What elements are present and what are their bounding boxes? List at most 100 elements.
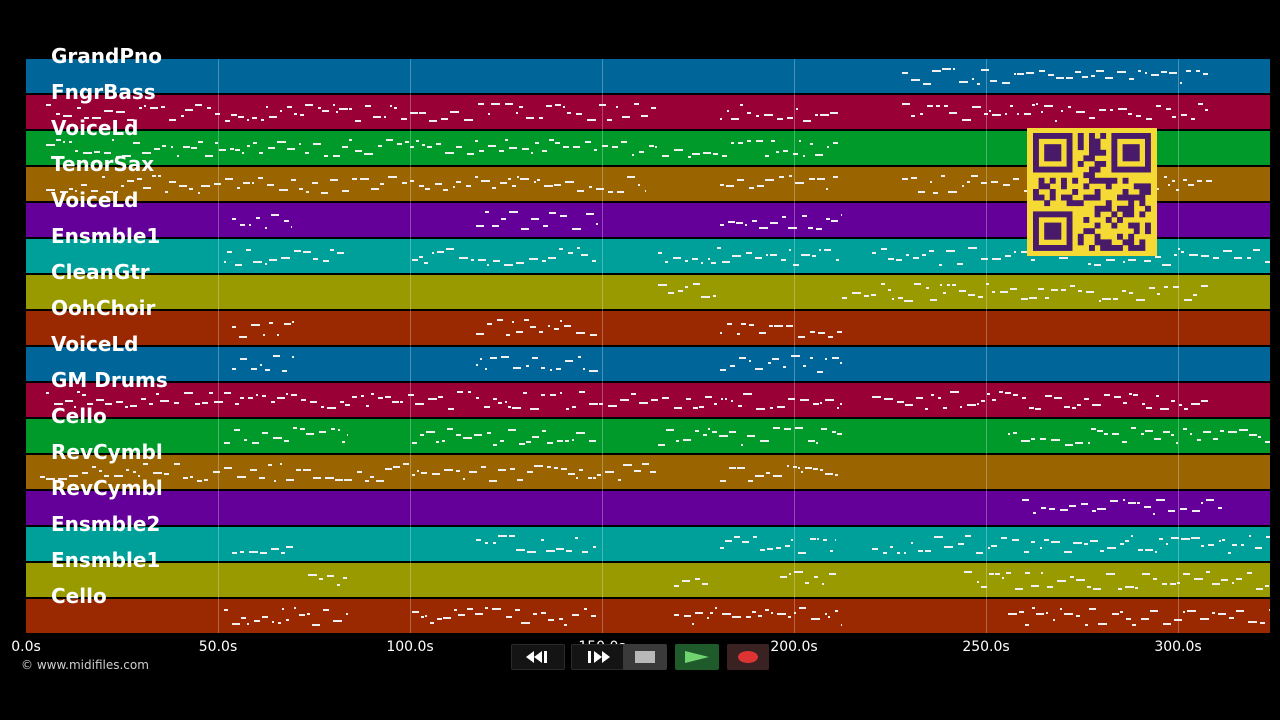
- midi-note: [547, 466, 551, 468]
- midi-note: [701, 262, 703, 264]
- midi-note: [542, 260, 546, 262]
- track-row[interactable]: [26, 95, 1270, 131]
- midi-note: [432, 473, 440, 475]
- midi-note: [1234, 257, 1242, 259]
- track-row[interactable]: [26, 347, 1270, 383]
- midi-note: [305, 152, 309, 154]
- midi-note: [968, 294, 975, 296]
- midi-note: [287, 106, 292, 108]
- midi-note: [1041, 507, 1046, 509]
- midi-note: [565, 360, 573, 362]
- midi-note: [1221, 579, 1228, 581]
- midi-note: [1256, 588, 1263, 590]
- midi-note: [263, 334, 265, 336]
- midi-note: [1070, 576, 1074, 578]
- midi-note: [1105, 77, 1113, 79]
- midi-note: [492, 608, 501, 610]
- midi-note: [488, 113, 490, 115]
- midi-note: [121, 185, 124, 187]
- track-row[interactable]: [26, 275, 1270, 311]
- midi-note: [1197, 180, 1202, 182]
- midi-note: [426, 431, 435, 433]
- midi-note: [632, 154, 634, 156]
- midi-note: [1053, 619, 1055, 621]
- track-row[interactable]: [26, 311, 1270, 347]
- midi-note: [243, 182, 250, 184]
- midi-note: [339, 108, 348, 110]
- midi-note: [1222, 539, 1225, 541]
- midi-note: [312, 624, 320, 626]
- midi-note: [282, 370, 287, 372]
- midi-note: [286, 619, 289, 621]
- midi-note: [803, 120, 811, 122]
- midi-note: [1017, 113, 1019, 115]
- midi-note: [370, 476, 374, 478]
- track-row[interactable]: [26, 455, 1270, 491]
- midi-note: [271, 401, 275, 403]
- midi-note: [958, 543, 964, 545]
- midi-note: [174, 402, 179, 404]
- midi-note: [799, 607, 806, 609]
- midi-note: [116, 111, 125, 113]
- midi-note: [269, 259, 277, 261]
- midi-note: [417, 470, 419, 472]
- stop-button[interactable]: [623, 644, 667, 670]
- grid-line: [1178, 59, 1179, 633]
- midi-note: [1213, 257, 1219, 259]
- midi-note: [313, 143, 321, 145]
- midi-note: [91, 190, 98, 192]
- midi-note: [1064, 406, 1070, 408]
- midi-note: [1040, 438, 1046, 440]
- midi-note: [1144, 506, 1151, 508]
- midi-note: [1036, 613, 1044, 615]
- midi-note: [161, 106, 165, 108]
- midi-note: [160, 400, 169, 402]
- midi-note: [810, 143, 813, 145]
- midi-note: [77, 391, 80, 393]
- record-button[interactable]: [727, 644, 769, 670]
- midi-note: [1044, 539, 1049, 541]
- midi-note: [1161, 71, 1167, 73]
- midi-note: [171, 146, 173, 148]
- track-row[interactable]: [26, 59, 1270, 95]
- midi-note: [294, 113, 297, 115]
- midi-note: [526, 365, 529, 367]
- midi-note: [69, 475, 78, 477]
- track-row[interactable]: [26, 383, 1270, 419]
- midi-note: [593, 546, 596, 548]
- track-row[interactable]: [26, 563, 1270, 599]
- midi-note: [531, 218, 539, 220]
- midi-note: [224, 442, 230, 444]
- track-row[interactable]: [26, 527, 1270, 563]
- midi-note: [331, 428, 335, 430]
- midi-note: [456, 434, 461, 436]
- midi-note: [617, 191, 624, 193]
- play-button[interactable]: [675, 644, 719, 670]
- midi-note: [1144, 260, 1151, 262]
- midi-note: [437, 618, 442, 620]
- midi-note: [1044, 105, 1053, 107]
- fast-forward-button[interactable]: [571, 644, 625, 670]
- midi-note: [286, 546, 293, 548]
- midi-note: [445, 152, 454, 154]
- midi-note: [720, 369, 726, 371]
- midi-note: [693, 407, 698, 409]
- midi-note: [1091, 75, 1095, 77]
- midi-note: [376, 480, 384, 482]
- midi-note: [291, 226, 292, 228]
- midi-note: [510, 468, 515, 470]
- midi-note: [1099, 300, 1101, 302]
- midi-note: [781, 259, 786, 261]
- midi-note: [923, 83, 931, 85]
- track-row[interactable]: [26, 491, 1270, 527]
- track-row[interactable]: [26, 599, 1270, 635]
- track-row[interactable]: [26, 419, 1270, 455]
- rewind-button[interactable]: [511, 644, 565, 670]
- midi-note: [268, 147, 275, 149]
- midi-note: [532, 436, 539, 438]
- midi-note: [474, 434, 482, 436]
- midi-note: [388, 176, 397, 178]
- midi-note: [1166, 543, 1168, 545]
- midi-note: [573, 146, 580, 148]
- midi-note: [995, 573, 1000, 575]
